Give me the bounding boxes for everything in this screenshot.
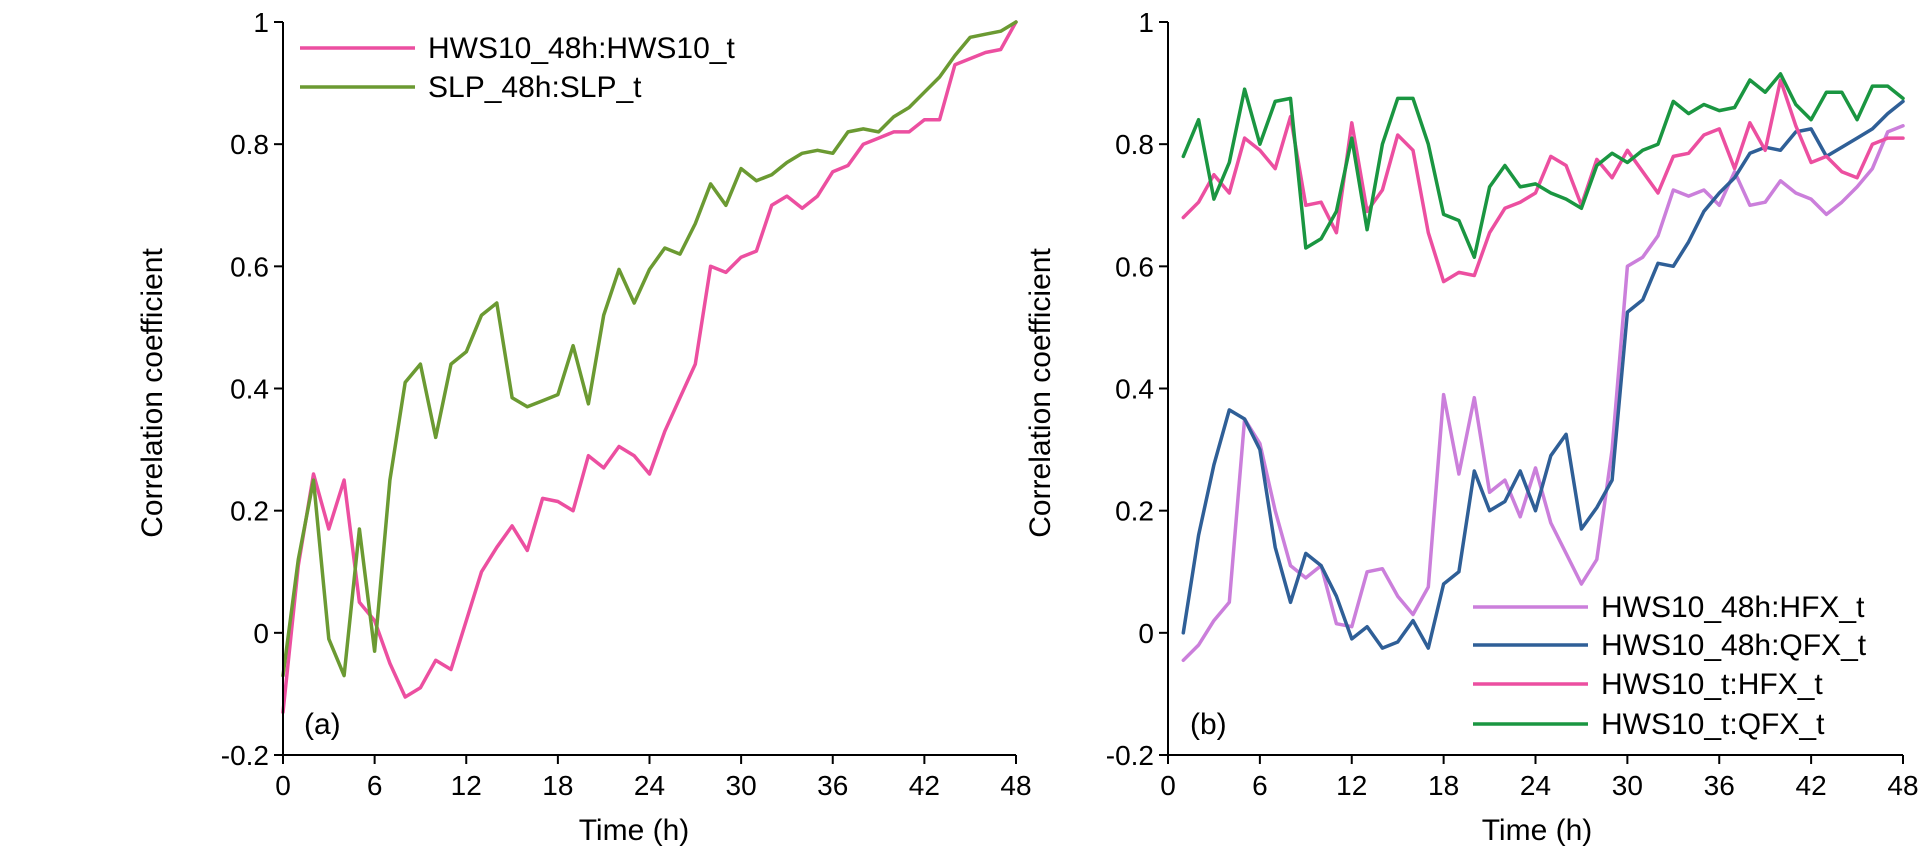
panel-b-xtick-label: 0 (1160, 770, 1176, 801)
panel-a-ytick-label: 0 (253, 618, 269, 649)
legend-label-hws10-48h-hws10-t: HWS10_48h:HWS10_t (428, 32, 735, 65)
panel-b-ytick-label: 0 (1138, 618, 1154, 649)
panel-b-ytick-label: 0.8 (1115, 129, 1154, 160)
series-line-hws10-48h-qfx-t (1181, 99, 1905, 650)
series-line-hws10-48h-hfx-t (1181, 124, 1905, 663)
panel-b-ytick-label: 0.2 (1115, 496, 1154, 527)
legend-label-hws10-48h-qfx-t: HWS10_48h:QFX_t (1601, 629, 1867, 662)
panel-a-ylabel: Correlation coefficient (136, 248, 169, 538)
panel-a-xtick-label: 0 (275, 770, 291, 801)
panel-b-ylabel: Correlation coefficient (1024, 248, 1057, 538)
series-line-hws10-t-hfx-t (1181, 78, 1905, 284)
panel-a-xtick-label: 36 (817, 770, 848, 801)
series-line-hws10-t-qfx-t (1181, 72, 1905, 259)
legend-label-hws10-t-qfx-t: HWS10_t:QFX_t (1601, 708, 1825, 741)
panel-b-xtick-label: 42 (1796, 770, 1827, 801)
series-line-hws10-48h-hws10-t (281, 20, 1018, 714)
panel-a-label: (a) (304, 708, 341, 741)
legend-label-slp-48h-slp-t: SLP_48h:SLP_t (428, 71, 642, 104)
panel-b-ytick-label: -0.2 (1106, 740, 1154, 771)
panel-a-ytick-label: 0.4 (230, 374, 269, 405)
panel-b-xlabel: Time (h) (1482, 814, 1593, 847)
panel-b: -0.200.20.40.60.810 6 12 18 24 30 36 42 48 Corre… (1024, 7, 1919, 847)
panel-a-xtick-label: 48 (1000, 770, 1031, 801)
panel-b-xtick-label: 12 (1336, 770, 1367, 801)
panel-a-xtick-label: 6 (367, 770, 383, 801)
panel-b-axes: -0.200.20.40.60.810 6 12 18 24 30 36 42 48 (1106, 7, 1919, 801)
panel-a-ytick-label: -0.2 (221, 740, 269, 771)
panel-a-xtick-label: 42 (909, 770, 940, 801)
panel-a-xlabel: Time (h) (579, 814, 690, 847)
panel-b-xtick-label: 36 (1704, 770, 1735, 801)
panel-a: -0.200.20.40.60.810 6 12 18 24 30 36 42 48 Corre… (136, 7, 1032, 847)
panel-a-ytick-label: 0.6 (230, 251, 269, 282)
panel-b-xtick-label: 48 (1887, 770, 1918, 801)
panel-a-xtick-label: 18 (542, 770, 573, 801)
panel-b-ytick-label: 0.6 (1115, 251, 1154, 282)
panel-a-axes: -0.200.20.40.60.810 6 12 18 24 30 36 42 48 (221, 7, 1032, 801)
panel-b-xtick-label: 6 (1252, 770, 1268, 801)
panel-b-xtick-label: 30 (1612, 770, 1643, 801)
legend-label-hws10-t-hfx-t: HWS10_t:HFX_t (1601, 668, 1823, 701)
panel-b-xtick-label: 18 (1428, 770, 1459, 801)
panel-a-ytick-label: 0.2 (230, 496, 269, 527)
legend-label-hws10-48h-hfx-t: HWS10_48h:HFX_t (1601, 591, 1865, 624)
series-line-slp-48h-slp-t (281, 20, 1018, 678)
panel-b-ytick-label: 0.4 (1115, 374, 1154, 405)
panel-a-xtick-label: 24 (634, 770, 665, 801)
panel-b-ytick-label: 1 (1138, 7, 1154, 38)
panel-b-legend: HWS10_48h:HFX_t HWS10_48h:QFX_t HWS10_t:… (1473, 591, 1867, 741)
panel-a-ytick-label: 0.8 (230, 129, 269, 160)
panel-a-legend: HWS10_48h:HWS10_t SLP_48h:SLP_t (300, 32, 735, 104)
panel-b-lines (1181, 72, 1905, 663)
panel-a-ytick-label: 1 (253, 7, 269, 38)
panel-a-lines (281, 20, 1018, 714)
panel-a-xtick-label: 12 (451, 770, 482, 801)
panel-b-label: (b) (1190, 708, 1227, 741)
panel-a-xtick-label: 30 (726, 770, 757, 801)
panel-b-xtick-label: 24 (1520, 770, 1551, 801)
